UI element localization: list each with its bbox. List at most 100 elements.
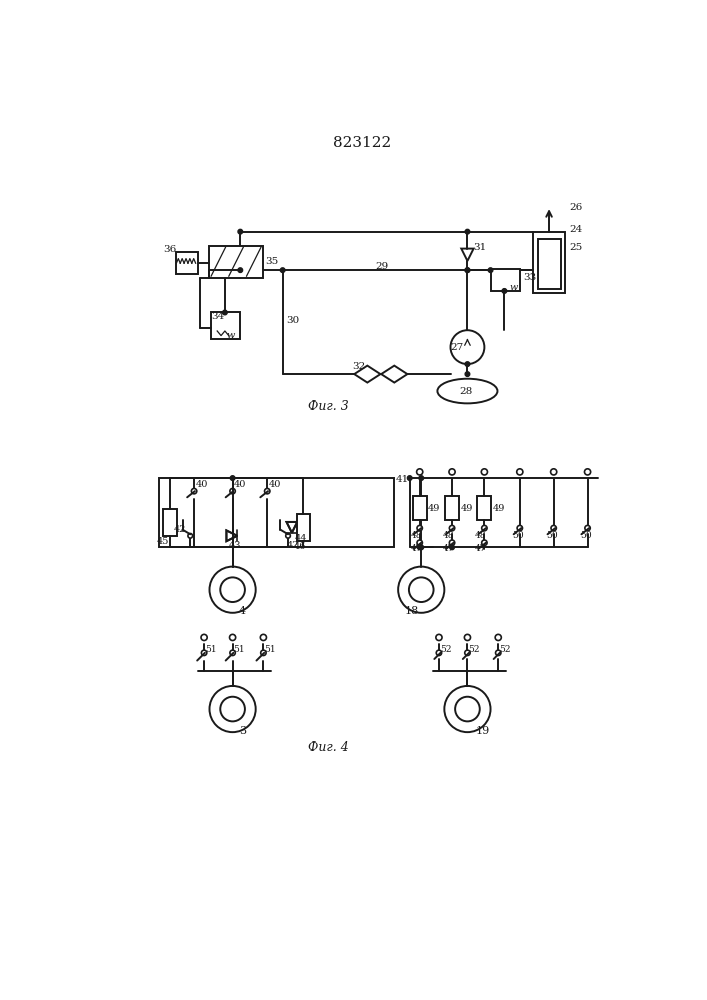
Text: 41: 41 bbox=[396, 475, 409, 484]
Text: 47: 47 bbox=[443, 544, 455, 553]
Circle shape bbox=[417, 540, 422, 545]
Text: 51: 51 bbox=[205, 645, 216, 654]
Bar bbox=[296, 514, 310, 541]
Circle shape bbox=[449, 469, 455, 475]
Circle shape bbox=[230, 488, 235, 494]
Text: Фиг. 3: Фиг. 3 bbox=[308, 400, 349, 413]
Circle shape bbox=[416, 469, 423, 475]
Text: 50: 50 bbox=[580, 531, 592, 540]
Circle shape bbox=[455, 697, 480, 721]
Circle shape bbox=[464, 634, 471, 641]
Circle shape bbox=[238, 268, 243, 272]
Circle shape bbox=[481, 540, 487, 545]
Text: 43: 43 bbox=[229, 541, 241, 550]
Circle shape bbox=[450, 525, 455, 531]
Circle shape bbox=[221, 697, 245, 721]
Text: 32: 32 bbox=[352, 362, 366, 371]
Circle shape bbox=[465, 372, 469, 376]
Circle shape bbox=[436, 634, 442, 641]
Text: 42: 42 bbox=[286, 541, 299, 550]
Bar bbox=[211, 312, 240, 339]
Text: 52: 52 bbox=[440, 645, 451, 654]
Circle shape bbox=[585, 469, 590, 475]
Text: 30: 30 bbox=[286, 316, 300, 325]
Text: Фиг. 4: Фиг. 4 bbox=[308, 741, 349, 754]
Circle shape bbox=[223, 310, 227, 315]
Circle shape bbox=[281, 268, 285, 272]
Circle shape bbox=[450, 545, 455, 550]
Text: 25: 25 bbox=[569, 243, 583, 252]
Bar bbox=[537, 239, 561, 289]
Text: 823122: 823122 bbox=[333, 136, 391, 150]
Polygon shape bbox=[226, 530, 238, 541]
Text: 44: 44 bbox=[295, 534, 308, 543]
Text: 49: 49 bbox=[428, 504, 440, 513]
Text: 24: 24 bbox=[569, 225, 583, 234]
Circle shape bbox=[465, 268, 469, 272]
Circle shape bbox=[495, 634, 501, 641]
Text: 48: 48 bbox=[475, 531, 486, 540]
Text: 27: 27 bbox=[450, 343, 464, 352]
Text: 34: 34 bbox=[211, 312, 224, 321]
Text: 47: 47 bbox=[475, 544, 486, 553]
Bar bbox=[533, 232, 565, 293]
Circle shape bbox=[286, 533, 291, 538]
Bar bbox=[160, 478, 395, 547]
Circle shape bbox=[465, 362, 469, 366]
Circle shape bbox=[417, 525, 422, 531]
Bar bbox=[209, 246, 264, 278]
Circle shape bbox=[481, 525, 487, 531]
Text: 51: 51 bbox=[264, 645, 276, 654]
Circle shape bbox=[502, 289, 507, 293]
Circle shape bbox=[230, 650, 235, 656]
Text: 36: 36 bbox=[163, 245, 177, 254]
Circle shape bbox=[230, 634, 235, 641]
Text: 40: 40 bbox=[234, 480, 247, 489]
Circle shape bbox=[409, 577, 433, 602]
Text: 28: 28 bbox=[460, 387, 473, 396]
Text: 40: 40 bbox=[196, 480, 208, 489]
Text: 50: 50 bbox=[512, 531, 524, 540]
Circle shape bbox=[496, 650, 501, 656]
Circle shape bbox=[407, 476, 412, 480]
Circle shape bbox=[517, 525, 522, 531]
Circle shape bbox=[465, 229, 469, 234]
Circle shape bbox=[261, 650, 266, 656]
Circle shape bbox=[209, 686, 256, 732]
Text: 26: 26 bbox=[569, 203, 583, 212]
Circle shape bbox=[450, 330, 484, 364]
Circle shape bbox=[464, 650, 470, 656]
Bar bbox=[491, 269, 520, 291]
Circle shape bbox=[450, 540, 455, 545]
Text: 29: 29 bbox=[375, 262, 388, 271]
Circle shape bbox=[221, 577, 245, 602]
Circle shape bbox=[417, 545, 422, 550]
Text: w: w bbox=[510, 283, 518, 292]
Bar bbox=[477, 496, 491, 520]
Circle shape bbox=[230, 476, 235, 480]
Text: 33: 33 bbox=[523, 273, 536, 282]
Circle shape bbox=[238, 229, 243, 234]
Circle shape bbox=[517, 469, 523, 475]
Circle shape bbox=[201, 634, 207, 641]
Text: 35: 35 bbox=[266, 257, 279, 266]
Polygon shape bbox=[286, 522, 297, 533]
Bar bbox=[413, 496, 426, 520]
Circle shape bbox=[209, 567, 256, 613]
Circle shape bbox=[465, 268, 469, 272]
Circle shape bbox=[481, 469, 487, 475]
Text: 52: 52 bbox=[468, 645, 480, 654]
Text: 49: 49 bbox=[460, 504, 473, 513]
Text: 46: 46 bbox=[294, 542, 307, 551]
Text: 31: 31 bbox=[474, 243, 487, 252]
Circle shape bbox=[188, 533, 192, 538]
Circle shape bbox=[436, 650, 442, 656]
Circle shape bbox=[260, 634, 267, 641]
Circle shape bbox=[398, 567, 444, 613]
Text: 3: 3 bbox=[239, 726, 246, 736]
Circle shape bbox=[264, 488, 270, 494]
Text: 18: 18 bbox=[404, 606, 419, 616]
Text: 40: 40 bbox=[269, 480, 281, 489]
Circle shape bbox=[551, 525, 556, 531]
Text: 52: 52 bbox=[499, 645, 510, 654]
